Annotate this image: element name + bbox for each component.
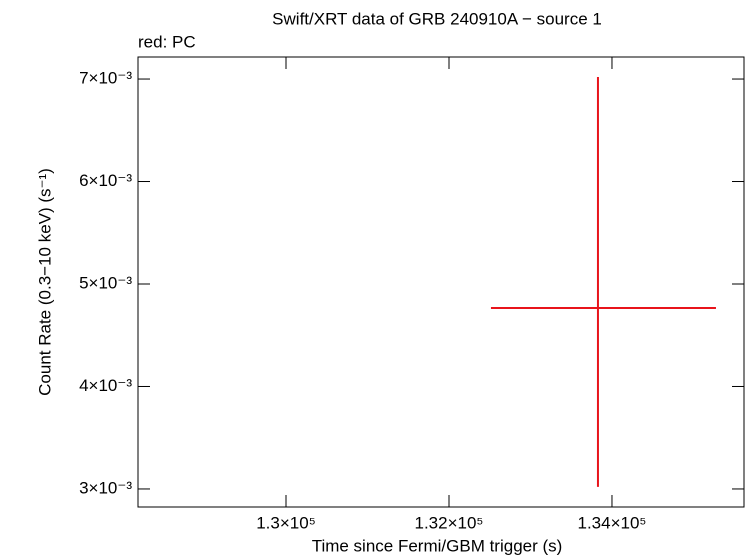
- y-axis-label: Count Rate (0.3−10 keV) (s⁻¹): [35, 168, 54, 396]
- y-tick-label: 6×10⁻³: [79, 171, 132, 190]
- y-tick-label: 7×10⁻³: [79, 69, 132, 88]
- subtitle: red: PC: [138, 32, 196, 51]
- x-axis-label: Time since Fermi/GBM trigger (s): [312, 536, 563, 555]
- y-tick-label: 3×10⁻³: [79, 478, 132, 497]
- x-tick-label: 1.34×10⁵: [577, 513, 646, 532]
- plot-frame: [137, 56, 745, 508]
- y-tick-label: 4×10⁻³: [79, 376, 132, 395]
- chart-title: Swift/XRT data of GRB 240910A − source 1: [272, 9, 602, 28]
- y-tick-label: 5×10⁻³: [79, 273, 132, 292]
- x-tick-label: 1.3×10⁵: [256, 513, 316, 532]
- x-tick-label: 1.32×10⁵: [414, 513, 483, 532]
